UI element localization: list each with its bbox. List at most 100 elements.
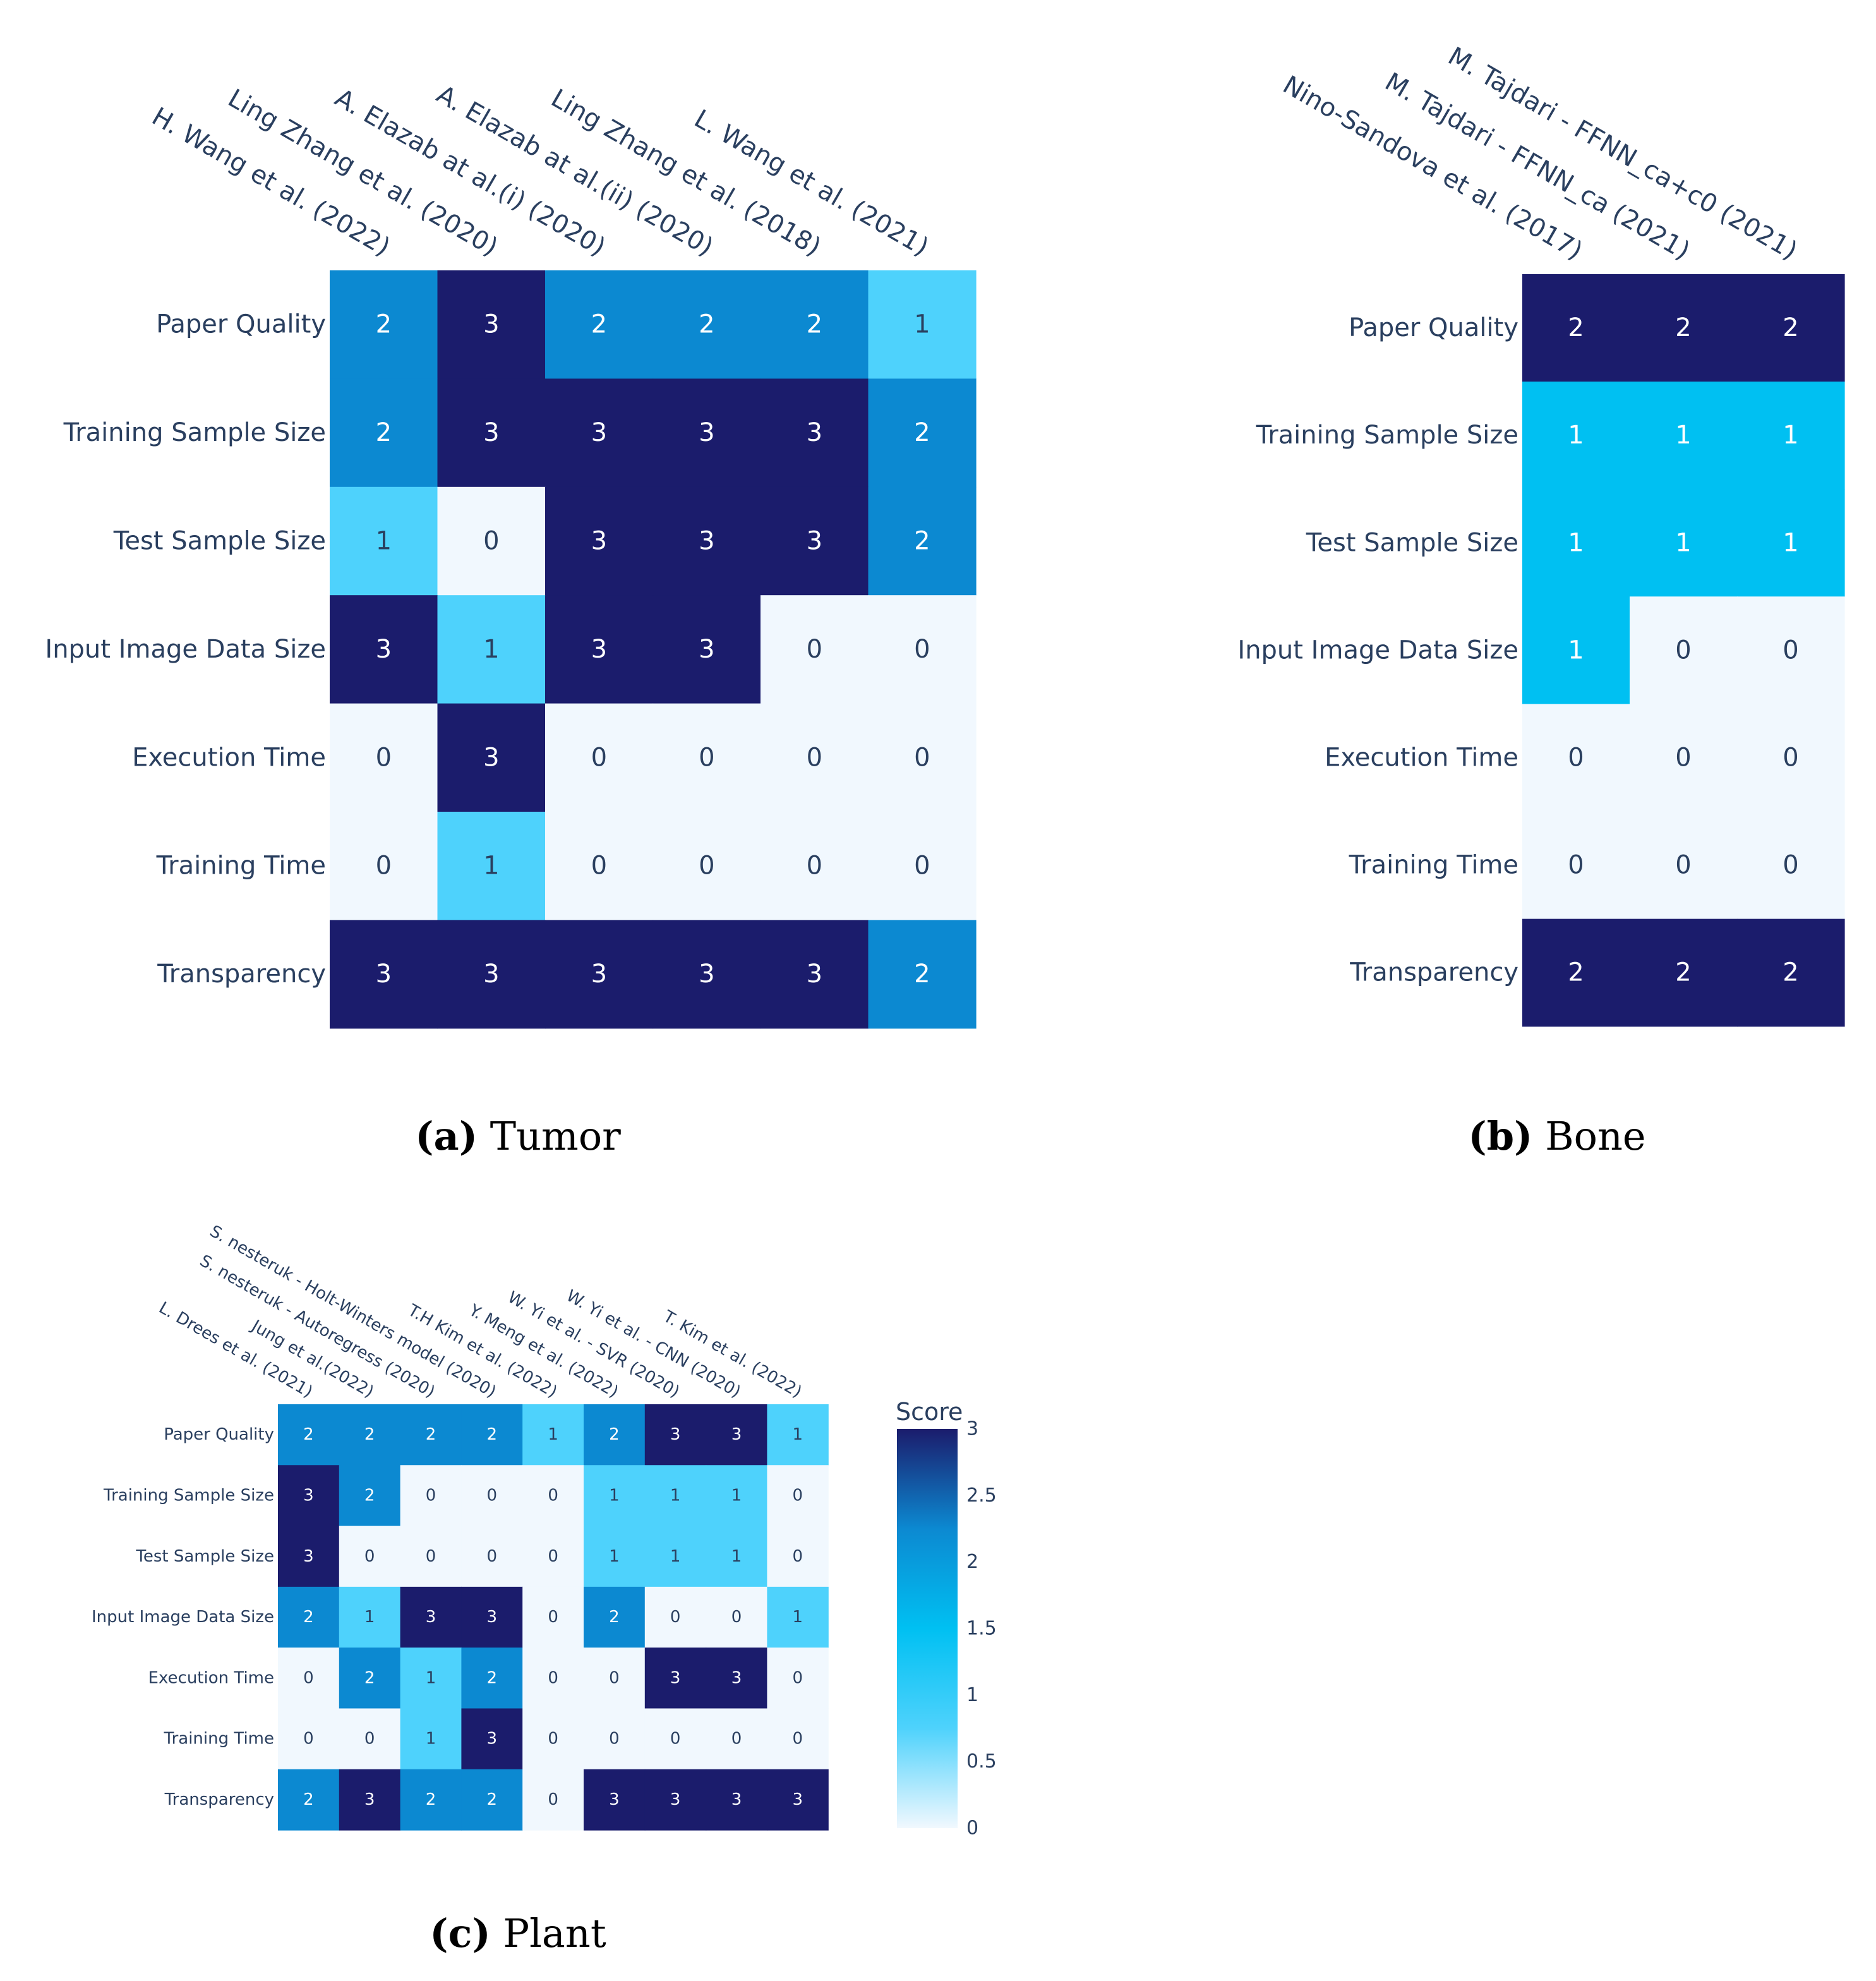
heatmap-cell (1737, 704, 1845, 812)
heatmap-cell (400, 1465, 462, 1527)
heatmap-cell (278, 1769, 340, 1831)
heatmap-cell (1522, 489, 1630, 597)
heatmap-cell (400, 1769, 462, 1831)
heatmap-cell (1737, 382, 1845, 490)
colorbar-tick: 0 (966, 1817, 978, 1840)
cell-value-label: 3 (807, 960, 822, 989)
heatmap-cell (1630, 382, 1738, 490)
cell-value-label: 2 (303, 1790, 314, 1809)
cell-value-label: 3 (376, 635, 392, 664)
cell-value-label: 2 (487, 1790, 498, 1809)
heatmap-cell (1522, 811, 1630, 920)
row-label-input-image-data-size: Input Image Data Size (92, 1608, 274, 1627)
cell-value-label: 1 (483, 635, 499, 664)
cell-value-label: 1 (793, 1425, 803, 1444)
cell-value-label: 1 (609, 1486, 620, 1505)
cell-value-label: 0 (1568, 851, 1584, 880)
cell-value-label: 3 (731, 1790, 742, 1809)
row-label-transparency: Transparency (157, 960, 326, 989)
heatmap-cell (461, 1647, 523, 1709)
cell-value-label: 0 (731, 1608, 742, 1627)
heatmap-cell (330, 812, 438, 920)
cell-value-label: 2 (303, 1608, 314, 1627)
heatmap-cell (437, 920, 546, 1029)
heatmap-cell (339, 1586, 401, 1648)
heatmap-cell (1522, 596, 1630, 704)
cell-value-label: 0 (591, 852, 607, 881)
heatmap-cell (1630, 918, 1738, 1027)
cell-value-label: 3 (793, 1790, 803, 1809)
captions: (a) Tumor (b) Bone (c) Plant (415, 1113, 1645, 1956)
cell-value-label: 0 (426, 1547, 436, 1566)
heatmap-cell (330, 703, 438, 812)
cell-value-label: 3 (670, 1790, 681, 1809)
cell-value-label: 0 (364, 1730, 375, 1749)
cell-value-label: 3 (670, 1425, 681, 1444)
heatmap-cell (330, 595, 438, 704)
heatmap-cell (644, 1526, 707, 1587)
cell-value-label: 3 (591, 960, 607, 989)
cell-value-label: 0 (483, 527, 499, 556)
heatmap-cell (1737, 489, 1845, 597)
heatmap-cell (644, 1465, 707, 1527)
heatmap-cell (330, 920, 438, 1029)
caption-text: Tumor (478, 1113, 621, 1159)
heatmap-cell (644, 1708, 707, 1770)
heatmap-cell (868, 270, 977, 379)
cell-value-label: 1 (1783, 421, 1798, 450)
cell-value-label: 1 (364, 1608, 375, 1627)
heatmap-cell (437, 270, 546, 379)
heatmap-cell (545, 378, 654, 488)
caption-tag: (b) (1468, 1113, 1532, 1159)
cell-value-label: 3 (591, 418, 607, 447)
heatmap-cell (868, 595, 977, 704)
cell-value-label: 1 (731, 1486, 742, 1505)
heatmap-cell (330, 270, 438, 379)
heatmap-cell (652, 812, 761, 920)
cell-value-label: 0 (793, 1547, 803, 1566)
cell-value-label: 3 (487, 1730, 498, 1749)
cell-value-label: 2 (1675, 313, 1691, 342)
row-label-paper-quality: Paper Quality (164, 1425, 274, 1444)
cell-value-label: 3 (591, 527, 607, 556)
cell-value-label: 1 (609, 1547, 620, 1566)
heatmap-cell (437, 378, 546, 488)
heatmap-cell (706, 1404, 767, 1466)
cell-value-label: 1 (1568, 528, 1584, 557)
cell-value-label: 0 (376, 743, 392, 772)
cell-value-label: 3 (303, 1547, 314, 1566)
heatmap-cell (767, 1708, 829, 1770)
caption-text: Bone (1532, 1113, 1645, 1159)
cell-value-label: 1 (731, 1547, 742, 1566)
heatmap-cell (644, 1586, 707, 1648)
row-label-test-sample-size: Test Sample Size (113, 527, 326, 556)
heatmap-cell (339, 1465, 401, 1527)
cell-value-label: 0 (303, 1668, 314, 1687)
cell-value-label: 2 (487, 1425, 498, 1444)
cell-value-label: 3 (483, 960, 499, 989)
heatmap-cell (584, 1526, 646, 1587)
heatmap-cell (706, 1586, 767, 1648)
heatmap-cell (1630, 274, 1738, 382)
heatmap-cell (545, 486, 654, 596)
cell-value-label: 3 (591, 635, 607, 664)
colorbar-tick: 1.5 (966, 1618, 997, 1640)
cell-value-label: 2 (1783, 313, 1798, 342)
cell-value-label: 0 (793, 1730, 803, 1749)
heatmap-cell (330, 486, 438, 596)
heatmap-cell (868, 486, 977, 596)
cell-value-label: 0 (731, 1730, 742, 1749)
cell-value-label: 0 (609, 1668, 620, 1687)
heatmap-cell (652, 270, 761, 379)
heatmap-cell (437, 812, 546, 920)
cell-value-label: 1 (1783, 528, 1798, 557)
heatmap-cell (522, 1647, 584, 1709)
cell-value-label: 0 (487, 1486, 498, 1505)
heatmap-cell (522, 1526, 584, 1587)
cell-value-label: 2 (426, 1790, 436, 1809)
colorbar-scale (897, 1429, 958, 1828)
cell-value-label: 3 (483, 743, 499, 772)
heatmap-cell (1522, 918, 1630, 1027)
cell-value-label: 2 (609, 1608, 620, 1627)
